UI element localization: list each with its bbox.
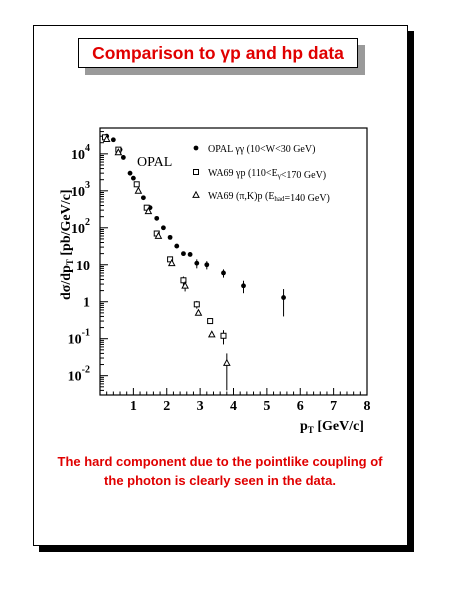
legend-entry: OPAL γγ (10<W<30 GeV)	[208, 144, 315, 155]
data-point-series-1	[194, 260, 200, 266]
x-tick-label: 7	[330, 399, 337, 414]
data-point-series-1	[241, 283, 246, 289]
data-point-series-1	[167, 234, 173, 240]
data-point-series-1	[127, 170, 133, 176]
y-tick-label: 102	[71, 217, 90, 237]
legend-marker-series-3	[192, 190, 200, 198]
data-point-series-3	[207, 330, 216, 338]
data-point-series-3	[114, 148, 123, 156]
caption-line-2: the photon is clearly seen in the data.	[104, 473, 336, 488]
x-axis-label: pT [GeV/c]	[300, 419, 364, 435]
x-tick-label: 4	[230, 399, 237, 414]
data-point-series-3	[181, 281, 189, 289]
x-tick-label: 6	[297, 399, 304, 414]
y-tick-label: 10-1	[68, 328, 90, 348]
caption: The hard component due to the pointlike …	[40, 452, 400, 490]
data-point-series-1	[187, 252, 193, 257]
legend-marker-series-1	[193, 145, 199, 151]
x-tick-label: 1	[130, 399, 137, 414]
data-point-series-1	[174, 243, 180, 249]
x-axis-label-base: p	[300, 419, 308, 434]
data-point-series-2	[220, 332, 227, 339]
data-point-series-1	[140, 195, 146, 201]
data-point-series-1	[204, 262, 210, 268]
data-point-series-1	[161, 225, 166, 231]
legend-entry: WA69 γp (110<Eγ<170 GeV)	[208, 168, 326, 181]
y-tick-label: 1	[83, 296, 90, 311]
data-point-series-1	[130, 175, 136, 181]
y-tick-label: 103	[71, 180, 90, 200]
legend-marker-series-2	[193, 169, 199, 175]
data-point-series-1	[120, 155, 126, 160]
y-axis-label-part1: dσ/dp	[59, 265, 74, 300]
data-point-series-3	[222, 358, 231, 366]
data-point-series-1	[181, 251, 186, 257]
title-box: Comparison to γp and hp data	[78, 38, 358, 68]
slide-title: Comparison to γp and hp data	[92, 42, 344, 63]
data-point-series-2	[207, 318, 214, 325]
data-point-series-2	[180, 277, 187, 284]
x-tick-label: 2	[163, 399, 170, 414]
y-axis-label-part2: [pb/GeV/c]	[59, 190, 74, 260]
data-point-series-3	[167, 258, 176, 267]
data-point-series-1	[154, 215, 160, 221]
data-point-series-1	[221, 270, 226, 276]
caption-line-1: The hard component due to the pointlike …	[57, 454, 383, 469]
y-axis-label-sub: T	[65, 259, 75, 265]
data-point-series-3	[154, 231, 163, 239]
data-point-series-1	[281, 295, 286, 300]
opal-annotation: OPAL	[137, 155, 172, 170]
x-axis-label-rest: [GeV/c]	[314, 419, 364, 434]
y-tick-label: 10	[76, 259, 90, 274]
data-point-series-1	[110, 137, 116, 143]
y-tick-label: 104	[71, 143, 90, 163]
data-point-series-2	[167, 256, 174, 263]
x-tick-label: 3	[197, 399, 204, 414]
data-point-series-2	[193, 301, 200, 308]
legend-entry: WA69 (π,K)p (Ehad=140 GeV)	[208, 191, 330, 204]
x-tick-label: 8	[364, 399, 371, 414]
y-tick-label: 10-2	[68, 365, 90, 385]
data-point-series-2	[133, 181, 140, 188]
data-point-series-3	[144, 206, 153, 215]
y-axis-label: dσ/dpT [pb/GeV/c]	[59, 190, 75, 301]
x-tick-label: 5	[263, 399, 270, 414]
data-point-series-3	[102, 134, 111, 143]
data-point-series-3	[134, 186, 143, 194]
x-axis-label-sub: T	[308, 425, 314, 435]
data-point-series-3	[194, 308, 203, 316]
slide-frame	[33, 25, 408, 546]
